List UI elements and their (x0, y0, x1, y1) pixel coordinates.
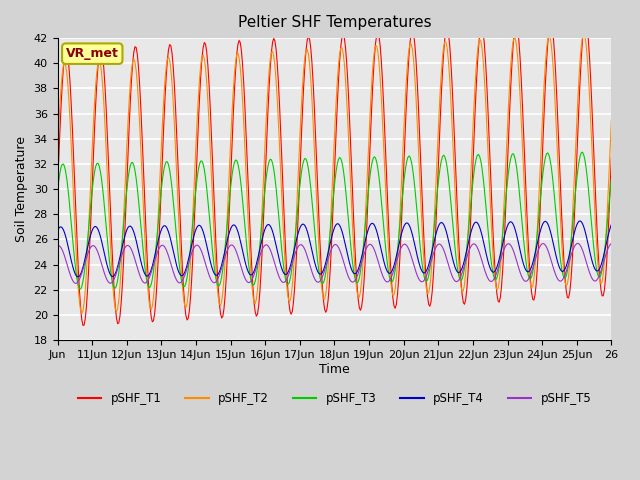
Y-axis label: Soil Temperature: Soil Temperature (15, 136, 28, 242)
Text: VR_met: VR_met (66, 47, 118, 60)
Legend: pSHF_T1, pSHF_T2, pSHF_T3, pSHF_T4, pSHF_T5: pSHF_T1, pSHF_T2, pSHF_T3, pSHF_T4, pSHF… (73, 387, 596, 410)
X-axis label: Time: Time (319, 362, 350, 376)
Title: Peltier SHF Temperatures: Peltier SHF Temperatures (237, 15, 431, 30)
